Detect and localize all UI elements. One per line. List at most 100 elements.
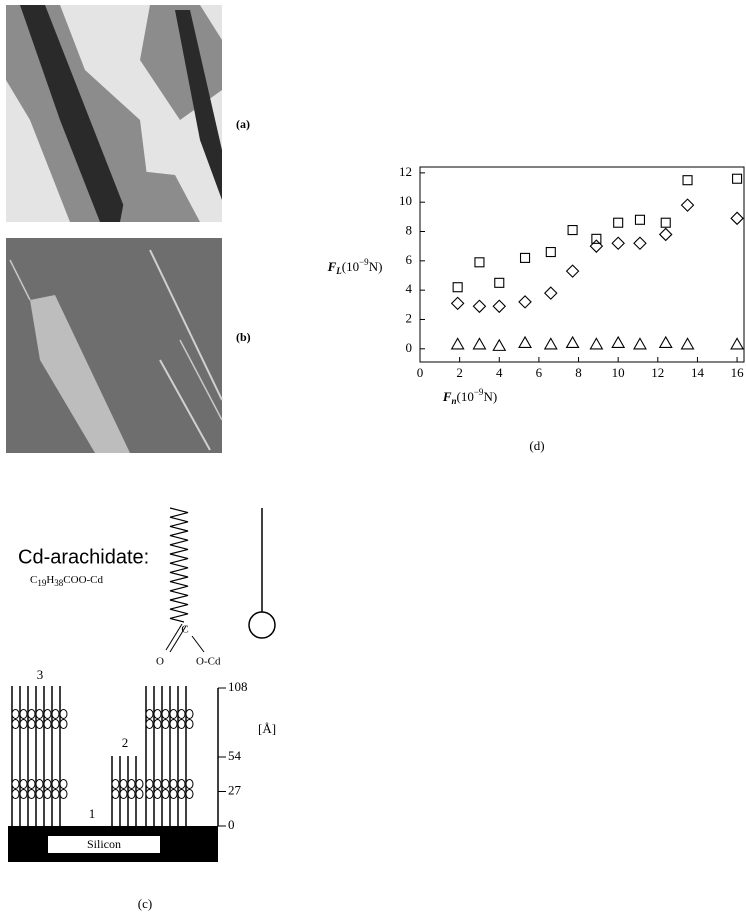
molecule-head [111,789,120,799]
x-tick-label: 0 [417,365,424,380]
y-tick-label: 4 [406,281,413,296]
molecule-head [27,709,36,719]
formula-part: H [46,574,54,586]
molecule-head [161,709,170,719]
data-point [544,286,558,300]
data-point [474,257,485,268]
data-point [543,337,558,350]
molecule-head [43,789,52,799]
layer-label: 1 [89,806,96,821]
data-point [565,335,580,348]
data-point [450,337,465,350]
molecule-head [177,789,186,799]
molecule-head [11,779,20,789]
data-point [472,299,487,314]
data-point [518,335,532,348]
molecule-head [127,789,136,799]
x-tick-label: 8 [575,365,582,380]
axis-exponent: −9 [359,257,369,267]
bond [165,623,183,651]
axis-unit: (10 [457,389,474,404]
plot-frame [419,166,745,363]
data-point [634,214,646,225]
data-point [450,296,465,311]
axis-exponent: −9 [474,387,484,397]
molecule-head [177,719,186,729]
axis-subscript: n [452,396,457,406]
data-point [633,236,647,251]
afm-image-b [6,238,223,453]
molecule-head [169,719,178,729]
y-tick-label: 0 [406,340,413,355]
data-point [680,198,695,212]
y-tick-label: 6 [406,252,413,267]
formula-part: 19 [37,578,47,588]
data-point [611,335,626,348]
molecule-head [11,719,20,729]
data-point [611,236,625,251]
data-point [567,224,578,236]
molecule-head [161,719,170,729]
molecule-head [19,779,28,789]
molecule-head [119,789,128,799]
data-point [660,217,671,228]
molecule-head [35,789,44,799]
data-point [494,277,505,288]
data-point [658,335,673,348]
model-head [248,611,276,639]
molecule-head [19,709,28,719]
atom: O-Cd [196,656,221,668]
molecule-head [185,719,194,729]
formula: C19H38COO-Cd [30,574,104,589]
substrate-box [48,836,160,853]
data-point [589,337,604,350]
data-point [591,233,602,244]
axis-unit: (10 [342,259,359,274]
scale-tick-label: 27 [228,782,242,797]
data-point [472,337,487,350]
x-tick-label: 10 [612,365,625,380]
molecule-head [27,789,36,799]
molecule-head [59,719,68,729]
molecule-head [161,779,170,789]
molecule-name: Cd-arachidate: [18,546,149,568]
molecule-head [153,789,162,799]
bond [191,635,205,653]
axis-unit: N) [369,259,383,274]
molecule-head [145,719,154,729]
atom: C [181,624,188,636]
molecule-head [35,779,44,789]
molecule-head [169,789,178,799]
formula-part: 38 [54,578,64,588]
scale-tick-label: 0 [228,817,235,832]
molecule-head [185,779,194,789]
molecule-head [153,709,162,719]
molecule-head [119,779,128,789]
molecule-head [11,709,20,719]
data-point [545,246,556,258]
layer-label: 3 [37,667,44,682]
molecule-head [135,789,144,799]
data-point [452,282,463,293]
molecule-head [135,779,144,789]
molecule-head [185,709,194,719]
data-point [730,211,744,226]
data-point [633,337,647,350]
data-point [565,264,580,278]
alkyl-chain [169,507,189,623]
panel-label: (b) [236,330,251,344]
data-point [518,295,532,309]
molecule-head [43,719,52,729]
layer-label: 2 [122,735,129,750]
y-tick-label: 2 [406,310,413,325]
x-tick-label: 2 [456,365,463,380]
data-point [658,227,673,242]
molecule-head [51,789,60,799]
molecule-head [169,709,178,719]
data-point [732,173,743,184]
data-point [492,299,507,314]
y-tick-label: 10 [399,193,412,208]
axis-label: FL(10−9N) [327,257,383,276]
atom: O [156,656,164,668]
